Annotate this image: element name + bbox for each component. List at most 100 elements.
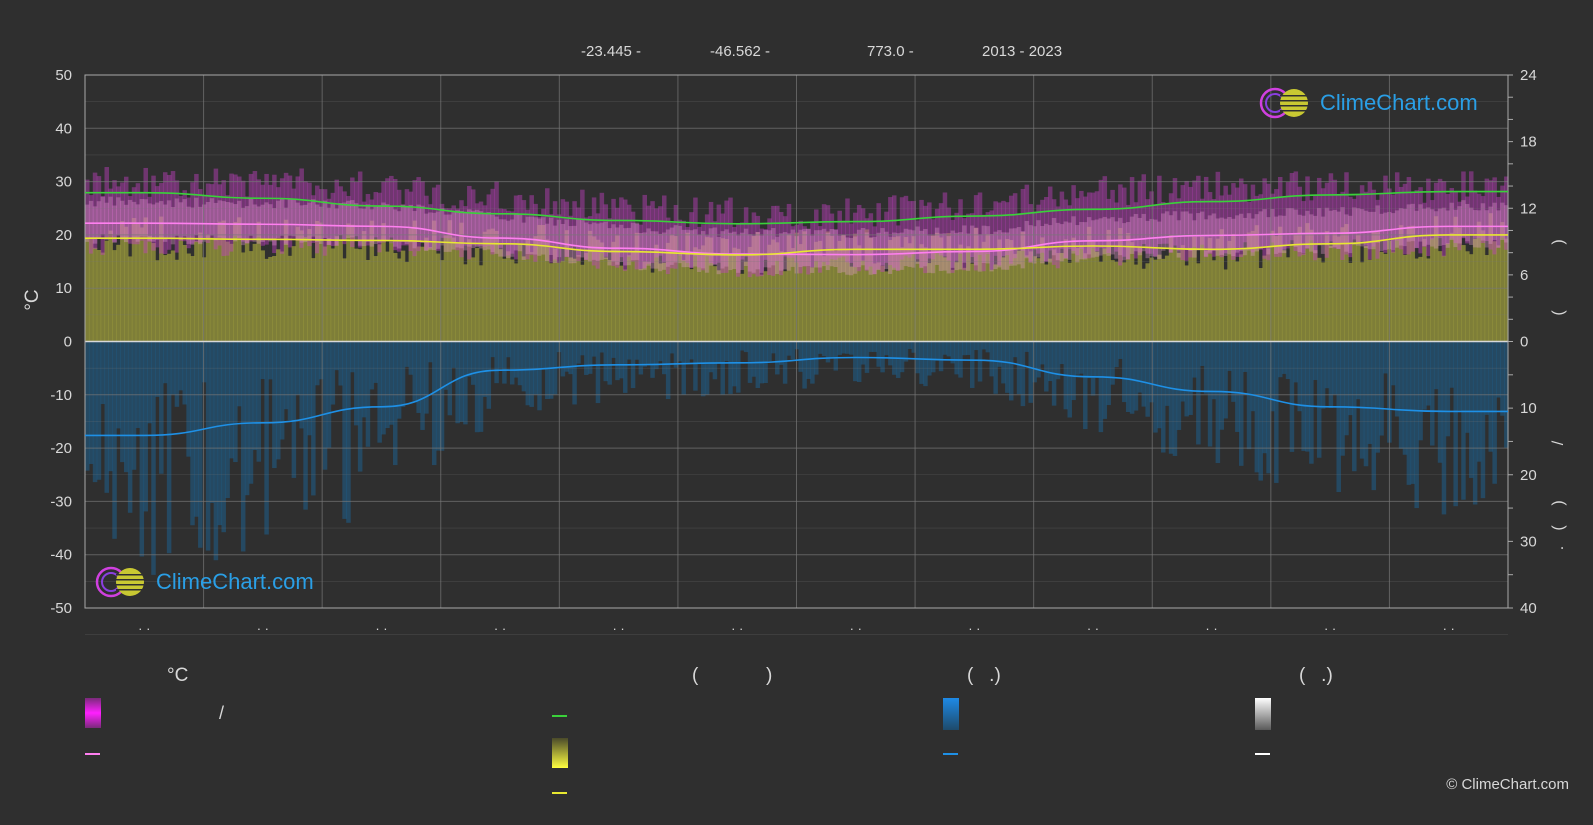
temp-range-day-bar xyxy=(1375,199,1380,259)
sunshine-day-bar xyxy=(1086,226,1092,342)
sunshine-day-bar xyxy=(548,263,554,342)
mean-temp-day-bar xyxy=(1246,213,1252,251)
precip-day-bar xyxy=(467,341,472,377)
mean-temp-day-bar xyxy=(1305,210,1310,249)
mean-temp-day-bar xyxy=(872,236,878,275)
temp-range-day-bar xyxy=(233,174,238,237)
precip-day-bar xyxy=(221,341,226,533)
sunshine-day-bar xyxy=(541,224,546,342)
sunshine-day-bar xyxy=(1320,262,1326,342)
month-tick-label: · · xyxy=(1205,621,1217,636)
precip-day-bar xyxy=(1133,341,1139,411)
precip-day-bar xyxy=(1024,341,1030,352)
mean-temp-day-bar xyxy=(389,205,394,244)
temp-range-day-bar xyxy=(1383,175,1388,253)
sunshine-day-bar xyxy=(166,253,172,342)
temp-range-day-bar xyxy=(743,207,749,257)
sunshine-day-bar xyxy=(435,253,441,342)
temp-range-day-bar xyxy=(502,209,507,244)
mean-temp-day-bar xyxy=(1355,208,1361,246)
temp-range-day-bar xyxy=(1449,188,1455,239)
mean-temp-day-bar xyxy=(802,228,807,267)
precip-day-bar xyxy=(139,341,145,557)
mean-temp-day-bar xyxy=(381,202,386,240)
logo-bottom[interactable]: ClimeChart.com xyxy=(94,565,314,599)
precip-day-bar xyxy=(178,341,184,391)
sunshine-day-bar xyxy=(1079,245,1084,342)
precip-day-bar xyxy=(1453,341,1458,507)
sunshine-day-bar xyxy=(252,243,258,342)
precip-day-bar xyxy=(541,341,546,369)
logo-top[interactable]: ClimeChart.com xyxy=(1258,86,1478,120)
temp-range-day-bar xyxy=(478,201,484,246)
sunshine-day-bar xyxy=(658,263,663,342)
temp-range-day-bar xyxy=(931,219,936,260)
mean-temp-day-bar xyxy=(478,211,484,249)
precip-day-bar xyxy=(1055,341,1061,380)
mean-temp-day-bar xyxy=(790,229,796,267)
precip-day-bar xyxy=(623,341,628,393)
sunshine-day-bar xyxy=(591,236,597,342)
sunshine-day-bar xyxy=(1133,264,1139,342)
sunshine-day-bar xyxy=(533,236,538,342)
mean-temp-day-bar xyxy=(1414,210,1419,249)
temp-range-day-bar xyxy=(541,208,546,246)
precip-day-bar xyxy=(545,341,550,400)
sunshine-day-bar xyxy=(1445,243,1451,342)
mean-temp-line xyxy=(85,222,1508,256)
mean-temp-day-bar xyxy=(346,200,351,239)
sunshine-day-bar xyxy=(1063,239,1069,342)
sunshine-day-bar xyxy=(162,255,168,342)
temp-range-day-bar xyxy=(459,200,464,258)
precip-day-bar xyxy=(400,341,406,407)
temp-range-day-bar xyxy=(689,212,694,269)
sunshine-day-bar xyxy=(127,256,133,342)
sunshine-day-bar xyxy=(1051,249,1057,342)
precip-day-bar xyxy=(868,341,874,352)
mean-temp-day-bar xyxy=(326,207,332,246)
precip-day-bar xyxy=(860,341,866,365)
sunshine-day-bar xyxy=(307,228,312,342)
precip-day-bar xyxy=(1363,341,1369,467)
temp-range-day-bar xyxy=(790,226,796,258)
temp-range-day-bar xyxy=(1114,202,1119,252)
sunshine-day-bar xyxy=(1398,225,1404,342)
mean-temp-day-bar xyxy=(1250,218,1256,256)
temp-range-day-bar xyxy=(1285,182,1291,249)
precip-day-bar xyxy=(1071,341,1076,401)
temp-range-day-bar xyxy=(677,219,683,256)
mean-temp-day-bar xyxy=(108,196,113,234)
sunshine-day-bar xyxy=(431,220,437,342)
precip-day-bar xyxy=(190,341,195,526)
elevation-label: 773.0 - xyxy=(867,43,914,60)
sunshine-day-bar xyxy=(1122,262,1127,342)
mean-temp-day-bar xyxy=(463,213,468,251)
temp-range-day-bar xyxy=(697,226,702,268)
sunshine-day-bar xyxy=(603,257,609,342)
precip-day-bar xyxy=(673,341,679,368)
precip-day-bar xyxy=(1246,341,1252,450)
mean-temp-day-bar xyxy=(330,203,336,241)
precip-day-bar xyxy=(268,341,273,380)
precip-day-bar xyxy=(1348,341,1353,416)
temp-range-day-bar xyxy=(1402,183,1408,255)
precip-day-bar xyxy=(1305,341,1310,452)
precip-day-bar xyxy=(615,341,620,381)
sunshine-day-bar xyxy=(1262,255,1267,342)
precip-day-bar xyxy=(155,341,160,397)
temp-range-day-bar xyxy=(467,185,472,260)
sunshine-day-bar xyxy=(1203,250,1209,342)
mean-temp-day-bar xyxy=(272,208,277,246)
sunshine-day-bar xyxy=(1196,263,1201,342)
temp-range-day-bar xyxy=(256,179,262,237)
mean-temp-day-bar xyxy=(1184,211,1189,249)
precip-day-bar xyxy=(127,341,133,513)
sunshine-day-bar xyxy=(92,247,98,342)
mean-temp-day-bar xyxy=(170,207,176,245)
left-tick-label: -10 xyxy=(50,387,72,404)
mean-temp-day-bar xyxy=(233,204,238,242)
temp-range-day-bar xyxy=(396,189,402,252)
sunshine-day-bar xyxy=(1235,261,1240,342)
temp-range-day-bar xyxy=(1488,180,1494,250)
